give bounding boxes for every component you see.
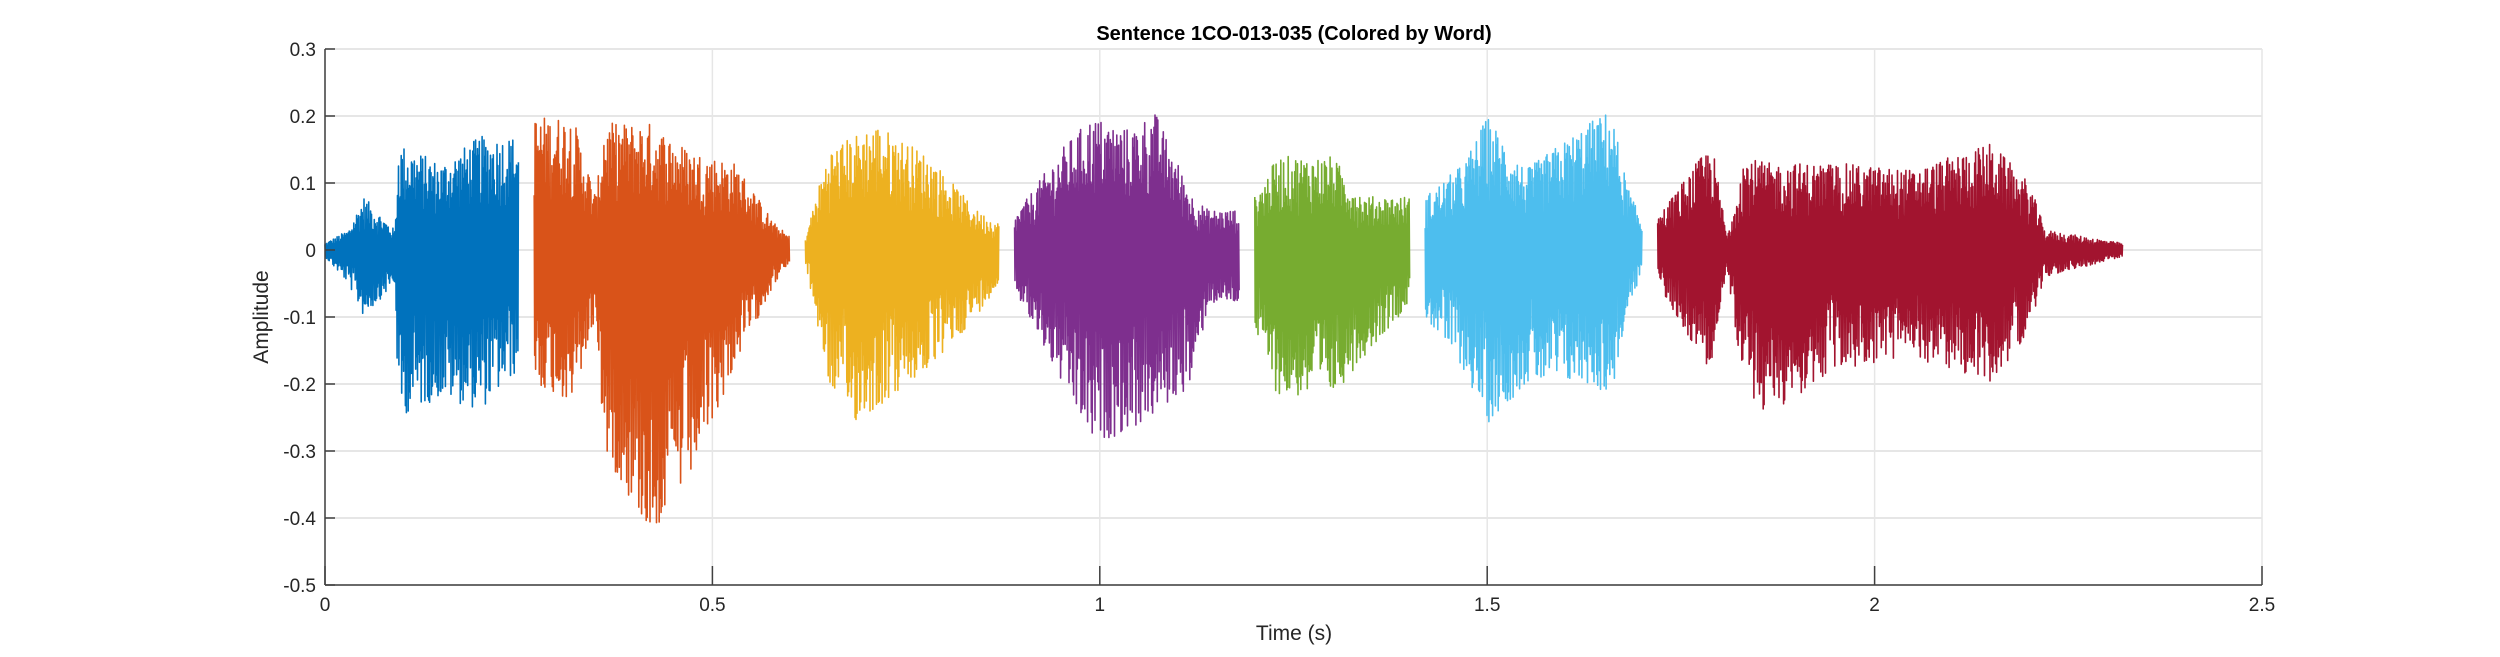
- y-axis-label: Amplitude: [250, 270, 273, 363]
- x-tick-label: 1: [1095, 595, 1106, 616]
- axes: 0.30.20.10-0.1-0.2-0.3-0.4-0.50 0.5 1 1.5 2 2…: [283, 40, 2275, 616]
- waveform-word-5: [1254, 155, 1411, 396]
- y-tick-label: -0.4: [283, 509, 316, 530]
- y-tick-label: 0.1: [290, 174, 316, 195]
- waveform-word-1: [324, 135, 520, 414]
- chart-title: Sentence 1CO-013-035 (Colored by Word): [1096, 23, 1491, 45]
- y-tick-label: 0.2: [290, 107, 316, 128]
- y-tick-label: -0.5: [283, 576, 316, 597]
- waveform-word-7: [1656, 143, 2124, 410]
- waveform-word-4: [1013, 114, 1240, 439]
- y-tick-label: -0.1: [283, 308, 316, 329]
- y-tick-label: -0.3: [283, 442, 316, 463]
- x-axis-label: Time (s): [1256, 622, 1332, 645]
- x-tick-label: 0: [320, 595, 331, 616]
- x-tick-label: 1.5: [1474, 595, 1500, 616]
- plot-area: [324, 114, 2124, 524]
- waveform-word-3: [804, 129, 1000, 421]
- y-tick-label: -0.2: [283, 375, 316, 396]
- x-tick-label: 0.5: [699, 595, 725, 616]
- x-tick-label: 2: [1869, 595, 1880, 616]
- y-tick-label: 0.3: [290, 40, 316, 61]
- waveform-word-6: [1424, 114, 1643, 423]
- y-tick-label: 0: [305, 241, 316, 262]
- x-tick-label: 2.5: [2249, 595, 2275, 616]
- waveform-word-2: [533, 117, 791, 524]
